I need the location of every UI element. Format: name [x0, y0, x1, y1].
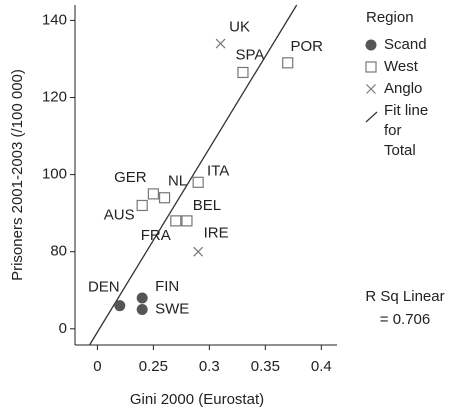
point [237, 66, 249, 79]
point [136, 304, 148, 316]
point-label: UK [229, 19, 250, 36]
point [282, 57, 294, 69]
point-label: BEL [193, 197, 221, 214]
point [136, 292, 148, 304]
point-label: FIN [155, 278, 179, 295]
point [147, 188, 159, 200]
point [170, 215, 182, 227]
point [193, 246, 204, 257]
annotation: R Sq Linear [365, 288, 444, 305]
legend-label: West [384, 58, 419, 75]
point [158, 192, 171, 204]
point-label: IRE [204, 225, 229, 242]
x-tick-label: 0 [93, 358, 101, 375]
x-tick-label: 0.35 [251, 358, 280, 375]
y-tick-label: 140 [42, 11, 67, 28]
fit-line [89, 4, 298, 346]
point [136, 199, 148, 212]
point-label: FRA [141, 227, 171, 244]
point [192, 176, 204, 188]
x-tick-label: 0.25 [139, 358, 168, 375]
y-tick-label: 120 [42, 88, 67, 105]
point-label: POR [290, 38, 323, 55]
x-tick-label: 0.4 [311, 358, 332, 375]
point-label: SPA [235, 46, 264, 63]
annotation: = 0.706 [380, 311, 430, 328]
point-label: AUS [104, 206, 135, 223]
legend-marker [365, 39, 377, 51]
point-label: NL [168, 173, 187, 190]
legend-marker [365, 61, 377, 73]
y-tick-label: 0 [59, 320, 67, 337]
y-tick-label: 100 [42, 166, 67, 183]
point-label: SWE [155, 301, 189, 318]
legend-label: Scand [384, 36, 427, 53]
legend-label: Fit line [384, 102, 428, 119]
legend-label: Total [384, 142, 416, 159]
legend-label: for [384, 122, 402, 139]
y-axis-label: Prisoners 2001-2003 (/100 000) [9, 69, 26, 281]
point [114, 300, 126, 312]
legend-title: Region [366, 9, 414, 26]
point [215, 38, 226, 49]
legend-marker [365, 111, 378, 123]
point-label: ITA [207, 162, 229, 179]
point [181, 215, 193, 227]
x-tick-label: 0.3 [199, 358, 220, 375]
y-tick-label: 80 [50, 243, 67, 260]
point-label: GER [114, 169, 147, 186]
legend-label: Anglo [384, 80, 422, 97]
legend-marker [366, 84, 376, 94]
x-axis-label: Gini 2000 (Eurostat) [130, 391, 264, 408]
point-label: DEN [88, 279, 120, 296]
